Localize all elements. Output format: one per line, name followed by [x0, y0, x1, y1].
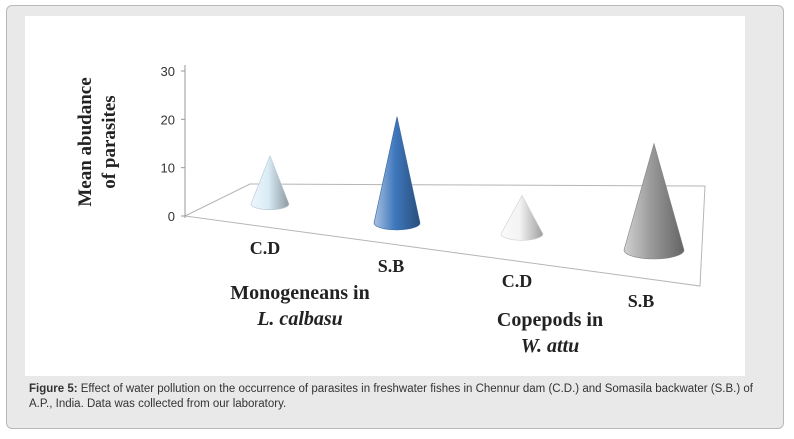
caption-text: Effect of water pollution on the occurre…	[29, 383, 753, 410]
y-tick-label: 20	[161, 112, 175, 127]
y-axis-label-line: Mean abudance	[75, 77, 96, 206]
y-tick-label: 0	[168, 209, 175, 224]
y-tick-label: 10	[161, 161, 175, 176]
y-axis-label-line: of parasites	[99, 95, 120, 188]
cone-bar	[500, 194, 544, 241]
group-label-line: W. attu	[521, 335, 580, 357]
cone-bar	[373, 116, 421, 231]
caption-label: Figure 5:	[29, 383, 78, 395]
chart-area: 0 10 20 30 Mean abudance of parasites C.D S.B…	[25, 16, 745, 376]
group-label-line: Monogeneans in	[230, 282, 369, 304]
category-labels: C.D S.B C.D S.B	[250, 238, 655, 311]
floor-outline	[183, 183, 706, 287]
category-label: S.B	[378, 256, 405, 276]
y-tick-label: 30	[161, 64, 175, 79]
category-label: S.B	[628, 291, 655, 311]
chart-floor	[183, 183, 706, 287]
cone-bar	[250, 154, 290, 210]
group-label-line: Copepods in	[497, 309, 603, 331]
chart-cones	[250, 116, 685, 260]
y-axis-label: Mean abudance of parasites	[75, 77, 120, 206]
figure-frame: 0 10 20 30 Mean abudance of parasites C.D S.B…	[6, 5, 784, 429]
cone-bar-chart: 0 10 20 30 Mean abudance of parasites C.D S.B…	[75, 64, 706, 357]
figure-caption: Figure 5: Effect of water pollution on t…	[29, 382, 769, 412]
group-labels: Monogeneans in L. calbasu Copepods in W. at…	[230, 282, 603, 357]
group-label-line: L. calbasu	[256, 308, 343, 330]
cone-bar	[623, 142, 685, 260]
category-label: C.D	[502, 271, 533, 291]
category-label: C.D	[250, 238, 281, 258]
y-axis: 0 10 20 30	[161, 64, 186, 224]
